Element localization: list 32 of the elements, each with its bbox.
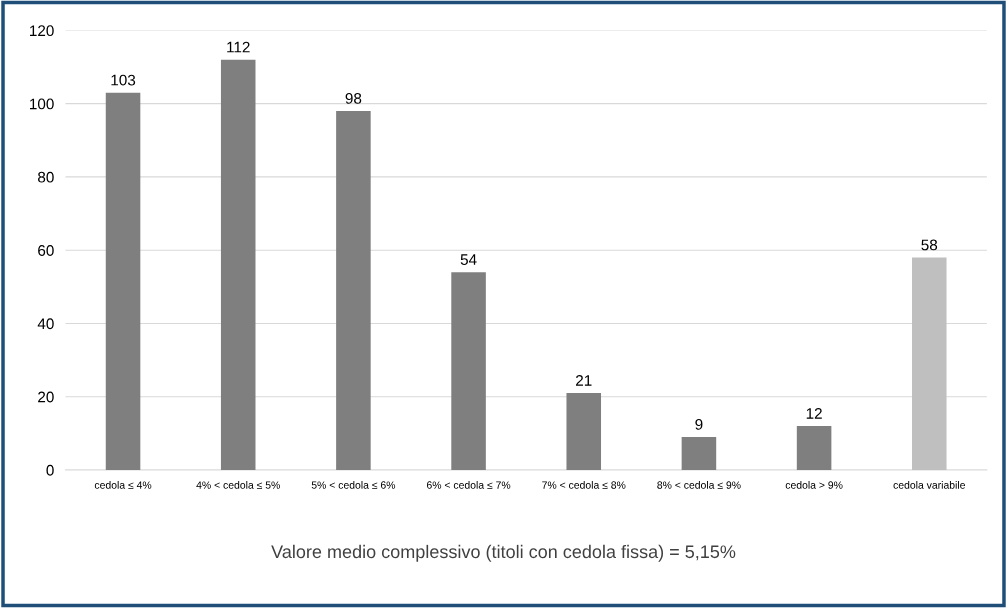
data-label: 112 xyxy=(227,41,250,53)
y-tick-label: 60 xyxy=(38,245,54,256)
x-tick-label: cedola variabile xyxy=(893,481,965,489)
bar xyxy=(220,59,256,470)
x-tick-label: 5% < cedola ≤ 6% xyxy=(311,481,396,489)
data-label: 21 xyxy=(576,375,592,386)
y-tick-label: 20 xyxy=(38,391,54,403)
y-tick-label: 100 xyxy=(30,98,54,110)
bar xyxy=(566,393,602,470)
data-label: 9 xyxy=(695,419,703,430)
y-tick-label: 0 xyxy=(46,464,54,476)
data-label: 58 xyxy=(921,239,938,251)
bar xyxy=(796,426,832,470)
x-tick-label: 4% < cedola ≤ 5% xyxy=(196,481,280,489)
y-tick-label: 80 xyxy=(38,171,54,183)
data-label: 54 xyxy=(460,254,477,265)
x-tick-label: cedola > 9% xyxy=(785,481,843,489)
x-tick-label: cedola ≤ 4% xyxy=(94,481,152,489)
y-tick-label: 40 xyxy=(37,318,54,330)
bar xyxy=(451,272,486,470)
data-label: 12 xyxy=(806,408,822,419)
bar xyxy=(912,257,947,470)
bar xyxy=(105,92,141,470)
bar xyxy=(681,437,717,470)
data-label: 103 xyxy=(111,74,136,86)
data-label: 98 xyxy=(345,92,362,104)
text: Valore medio complessivo (titoli con cedola fissa) = 5,15% xyxy=(271,544,736,562)
y-tick-label: 120 xyxy=(30,25,54,37)
x-tick-label: 6% < cedola ≤ 7% xyxy=(427,481,511,489)
bar xyxy=(336,110,371,470)
x-tick-label: 8% < cedola ≤ 9% xyxy=(657,481,741,489)
x-tick-label: 7% < cedola ≤ 8% xyxy=(542,481,626,489)
